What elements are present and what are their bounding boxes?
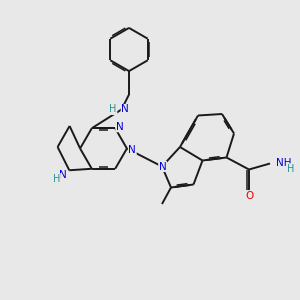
Text: H: H [53, 174, 60, 184]
Text: O: O [245, 190, 253, 201]
Text: N: N [121, 104, 129, 115]
Text: H: H [110, 104, 117, 115]
Text: N: N [159, 161, 167, 172]
Text: N: N [59, 170, 67, 180]
Text: N: N [116, 122, 124, 132]
Text: H: H [287, 164, 295, 174]
Text: NH: NH [276, 158, 292, 169]
Text: N: N [128, 145, 136, 155]
